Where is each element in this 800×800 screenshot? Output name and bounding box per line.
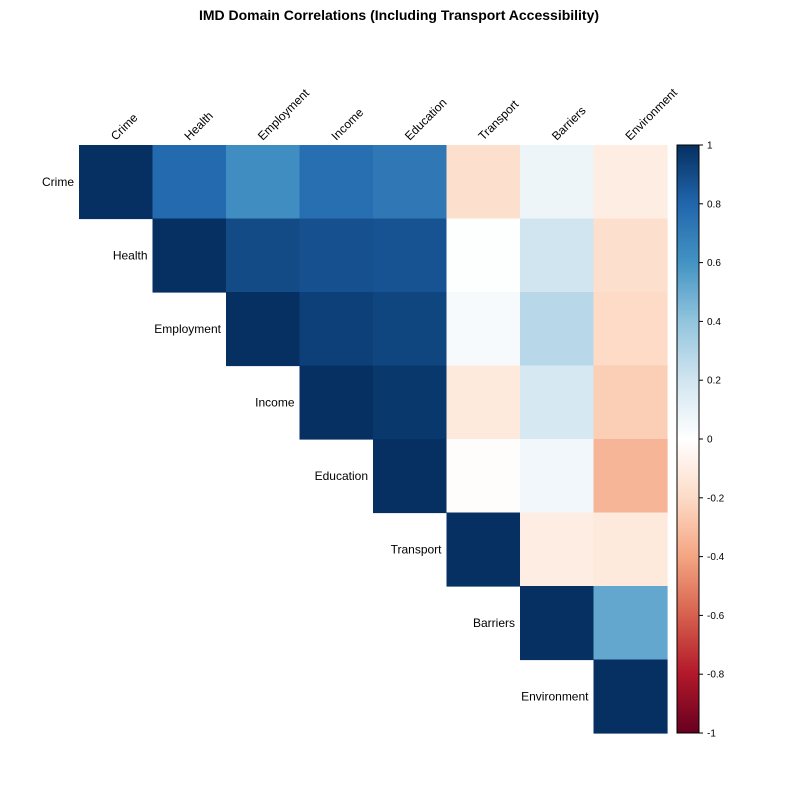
row-label-barriers: Barriers [473,616,515,630]
column-labels: Crime Health Employment Income Education Tran… [108,85,681,143]
colorbar-tick-label: -0.2 [707,493,725,504]
heatmap-cell-employment-income [299,292,374,367]
column-label-education: Education [402,95,450,143]
colorbar-tick-label: -0.4 [707,552,725,563]
heatmap-cell-education-environment [593,439,668,514]
column-label-crime: Crime [108,110,141,143]
colorbar-tick-label: 0.8 [707,199,721,210]
heatmap-cell-health-transport [446,218,521,293]
heatmap-cell-crime-environment [593,145,668,220]
colorbar-tick-label: 0 [707,435,713,446]
colorbar-tick-label: 0.4 [707,317,721,328]
heatmap-cell-transport-transport [446,512,521,587]
column-label-barriers: Barriers [549,104,589,144]
heatmap-cell-crime-crime [79,145,154,220]
row-label-health: Health [113,248,148,262]
heatmap-cell-health-health [152,218,227,293]
heatmap-cell-barriers-environment [593,586,668,661]
colorbar-tick-label: 1 [707,141,713,152]
row-label-crime: Crime [42,175,74,189]
colorbar: 1 0.8 0.6 0.4 0.2 0 -0.2 -0.4 -0.6 -0.8 -1 [676,141,725,740]
heatmap-cell-crime-income [299,145,374,220]
heatmap-cell-transport-barriers [520,512,595,587]
heatmap-cell-income-education [373,365,448,440]
colorbar-tick-label: -1 [707,729,716,740]
colorbar-tick-label: 0.2 [707,376,721,387]
heatmap-cells [79,145,668,734]
column-label-income: Income [328,105,366,143]
heatmap-cell-health-income [299,218,374,293]
chart-title: IMD Domain Correlations (Including Trans… [199,7,599,23]
heatmap-cell-transport-environment [593,512,668,587]
row-label-income: Income [255,395,295,409]
heatmap-cell-health-employment [226,218,301,293]
row-labels: Crime Health Employment Income Education Tran… [42,175,589,704]
colorbar-tick-label: -0.8 [707,670,725,681]
heatmap-cell-education-transport [446,439,521,514]
row-label-transport: Transport [391,542,443,556]
heatmap-cell-health-environment [593,218,668,293]
heatmap-cell-income-income [299,365,374,440]
heatmap-cell-employment-employment [226,292,301,367]
colorbar-gradient [676,144,700,734]
heatmap-cell-employment-transport [446,292,521,367]
heatmap-cell-income-environment [593,365,668,440]
heatmap-cell-income-barriers [520,365,595,440]
column-label-transport: Transport [475,97,521,143]
heatmap-cell-crime-employment [226,145,301,220]
column-label-employment: Employment [255,86,313,144]
column-label-health: Health [181,109,215,143]
heatmap-cell-employment-education [373,292,448,367]
heatmap-cell-crime-transport [446,145,521,220]
heatmap-cell-crime-barriers [520,145,595,220]
heatmap-cell-crime-education [373,145,448,220]
heatmap-cell-health-education [373,218,448,293]
row-label-environment: Environment [521,689,589,703]
heatmap-cell-environment-environment [593,659,668,734]
colorbar-tick-label: 0.6 [707,258,721,269]
heatmap-cell-barriers-barriers [520,586,595,661]
heatmap-cell-health-barriers [520,218,595,293]
heatmap-cell-education-barriers [520,439,595,514]
heatmap-cell-crime-health [152,145,227,220]
heatmap-cell-employment-environment [593,292,668,367]
colorbar-tick-label: -0.6 [707,611,725,622]
row-label-education: Education [315,469,368,483]
heatmap-cell-employment-barriers [520,292,595,367]
heatmap-cell-income-transport [446,365,521,440]
heatmap-cell-education-education [373,439,448,514]
row-label-employment: Employment [154,322,221,336]
column-label-environment: Environment [622,85,680,143]
